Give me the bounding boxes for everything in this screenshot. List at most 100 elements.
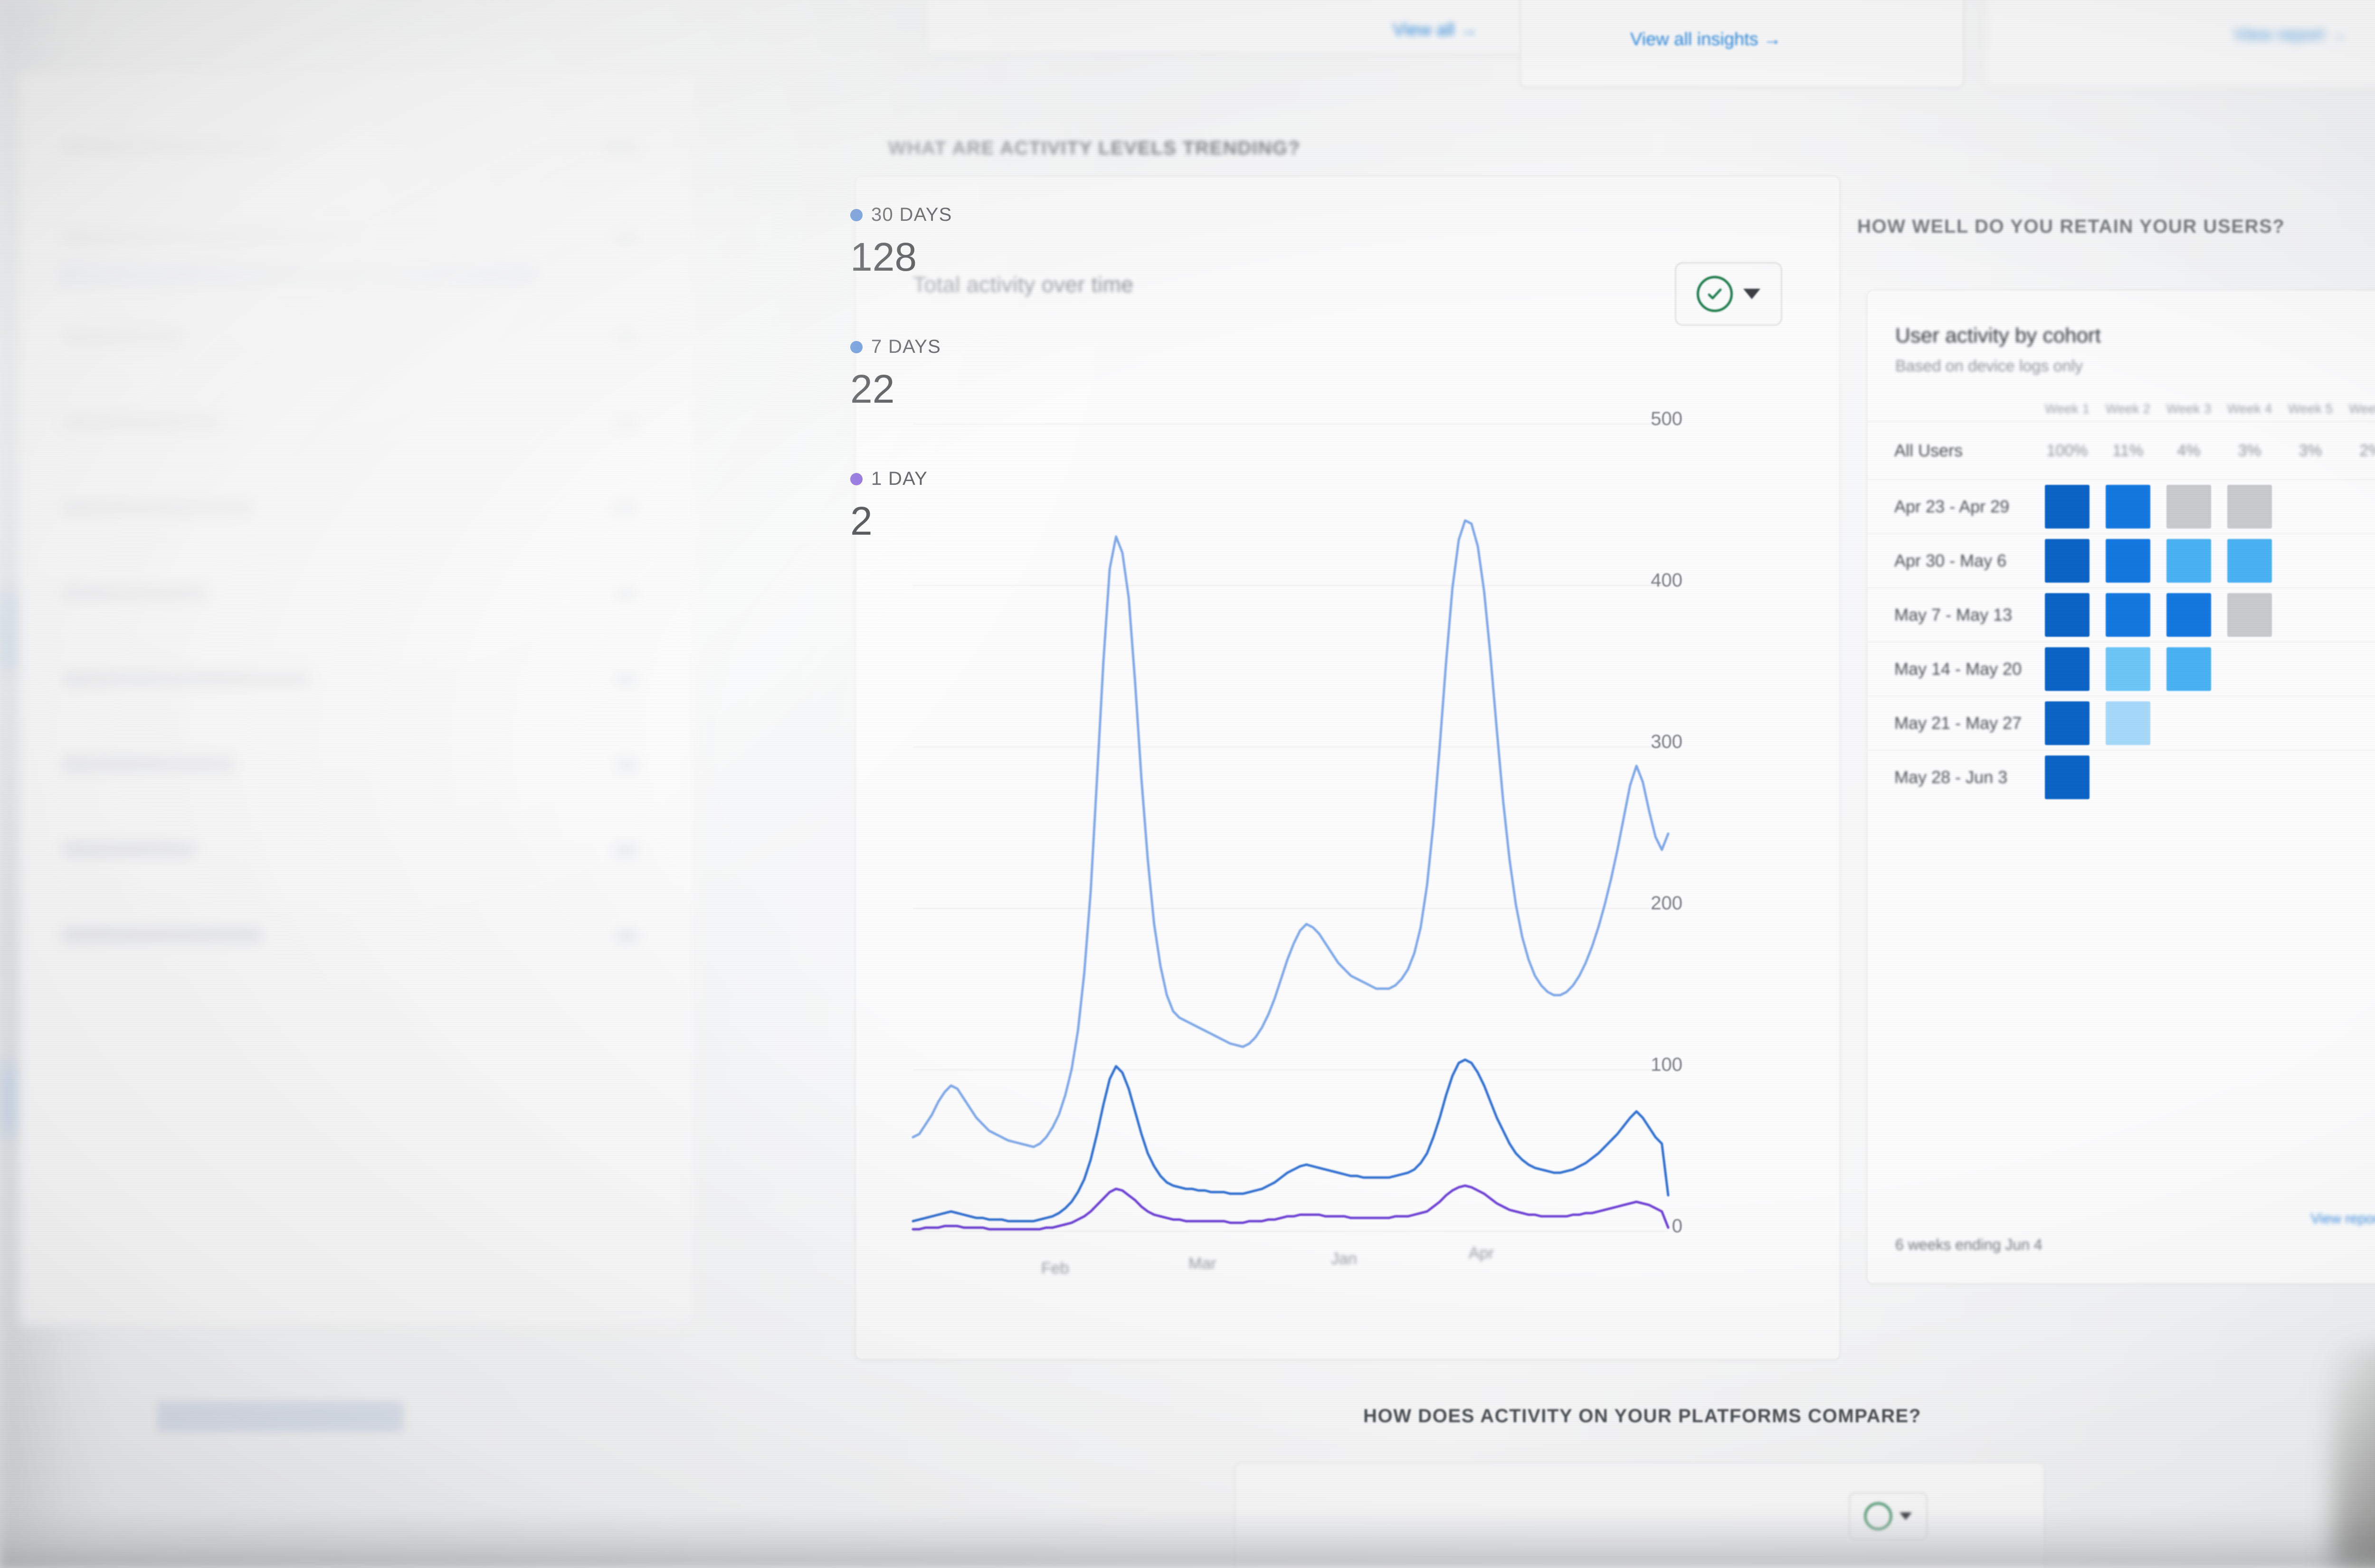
cohort-cell[interactable] <box>2037 593 2098 637</box>
kpi-30-days[interactable]: 30 DAYS 128 <box>850 204 1097 280</box>
x-tick-1: Mar <box>1188 1255 1216 1273</box>
chevron-down-icon[interactable] <box>1743 289 1760 299</box>
top-card-partial-a[interactable]: View all → <box>926 0 1527 54</box>
cohort-swatch <box>2227 485 2272 529</box>
cohort-cell: 11% <box>2112 441 2144 460</box>
kpi-value-7-days: 22 <box>850 367 895 411</box>
cohort-row-label: Apr 30 - May 6 <box>1894 551 2007 570</box>
list-item-value <box>614 844 637 857</box>
list-item-highlight[interactable] <box>58 262 538 288</box>
cohort-col-6: Week 6 <box>2348 401 2375 416</box>
kpi-1-day[interactable]: 1 DAY 2 <box>850 468 1097 544</box>
cohort-swatch <box>2166 485 2211 529</box>
cohort-cell[interactable] <box>2037 647 2098 691</box>
cohort-cell[interactable] <box>2219 485 2280 529</box>
cohort-col-3: Week 3 <box>2166 401 2212 416</box>
cohort-row-label: Apr 23 - Apr 29 <box>1894 497 2010 516</box>
x-tick-2: Jan <box>1331 1250 1357 1268</box>
left-panel-footer-link[interactable] <box>157 1401 404 1432</box>
legend-dot-30-days <box>850 208 863 221</box>
cohort-swatch <box>2045 701 2090 745</box>
gridline <box>913 585 1668 586</box>
cohort-cell[interactable] <box>2098 539 2158 583</box>
list-item-value <box>616 930 637 942</box>
left-metrics-panel[interactable] <box>19 71 695 1327</box>
insights-card[interactable]: View all insights → <box>1520 0 1964 87</box>
cohort-swatch <box>2166 539 2211 583</box>
cohort-footer-link[interactable]: View report → <box>2310 1211 2375 1227</box>
cohort-row-label: May 14 - May 20 <box>1894 659 2022 679</box>
chart-line-30-days <box>913 520 1668 1147</box>
cohort-swatch <box>2227 539 2272 583</box>
list-item-value <box>604 142 637 154</box>
cohort-row: May 14 - May 20 <box>1868 642 2375 696</box>
top-card-a-link[interactable]: View all → <box>1393 20 1478 40</box>
cohort-cell[interactable] <box>2037 539 2098 583</box>
cohort-swatch <box>2045 593 2090 637</box>
cohort-cell: 3% <box>2299 441 2322 460</box>
kpi-label-30-days: 30 DAYS <box>871 204 952 225</box>
list-item[interactable] <box>63 927 262 943</box>
y-tick-0: 0 <box>1672 1216 1682 1237</box>
cohort-subtitle: Based on device logs only <box>1895 357 2083 375</box>
list-item-value <box>614 502 637 515</box>
kpi-value-1-day: 2 <box>850 499 873 543</box>
section-header-platforms: HOW DOES ACTIVITY ON YOUR PLATFORMS COMP… <box>1363 1406 1921 1426</box>
cohort-row-label: May 7 - May 13 <box>1894 605 2013 624</box>
top-card-c-link[interactable]: View report → <box>2233 25 2348 45</box>
cohort-row: May 28 - Jun 3 <box>1868 750 2375 804</box>
list-item[interactable] <box>63 500 253 516</box>
cohort-swatch <box>2106 485 2150 529</box>
list-item[interactable] <box>63 585 205 601</box>
cohort-row-all-users: All Users 100% 11% 4% 3% 3% 2% <box>1868 421 2375 479</box>
legend-dot-1-day <box>850 472 863 485</box>
cohort-cell[interactable] <box>2219 593 2280 637</box>
top-card-partial-c[interactable]: View report → <box>1986 0 2375 87</box>
background-dark-area <box>2332 1345 2375 1568</box>
list-item[interactable] <box>63 671 310 687</box>
gridline <box>913 746 1668 747</box>
list-item-value <box>615 673 637 686</box>
kpi-7-days[interactable]: 7 DAYS 22 <box>850 336 1097 412</box>
cohort-footer: 6 weeks ending Jun 4 <box>1895 1236 2042 1253</box>
list-item[interactable] <box>63 841 196 858</box>
y-tick-300: 300 <box>1651 731 1682 752</box>
cohort-swatch <box>2106 647 2150 691</box>
y-tick-400: 400 <box>1651 570 1682 591</box>
list-item[interactable] <box>63 139 281 155</box>
cohort-swatch <box>2166 647 2211 691</box>
cohort-cell[interactable] <box>2158 647 2219 691</box>
cohort-cell[interactable] <box>2158 593 2219 637</box>
y-tick-100: 100 <box>1651 1054 1682 1075</box>
screen-bezel <box>0 1511 2375 1568</box>
list-item[interactable] <box>63 414 219 430</box>
cohort-cell[interactable] <box>2219 539 2280 583</box>
list-item[interactable] <box>63 756 234 772</box>
cohort-row: Apr 23 - Apr 29 <box>1868 479 2375 533</box>
cohort-cell[interactable] <box>2098 593 2158 637</box>
cohort-row: Apr 30 - May 6 <box>1868 533 2375 587</box>
kpi-value-30-days: 128 <box>850 235 917 279</box>
cohort-cell[interactable] <box>2158 539 2219 583</box>
list-item-value <box>614 232 637 244</box>
cohort-rows: Apr 23 - Apr 29 Apr 30 - May 6 May 7 - May… <box>1868 479 2375 804</box>
section-header-activity: WHAT ARE ACTIVITY LEVELS TRENDING? <box>888 138 1301 159</box>
cohort-col-1: Week 1 <box>2044 401 2090 416</box>
cohort-cell[interactable] <box>2098 647 2158 691</box>
view-all-insights-link[interactable]: View all insights → <box>1630 29 1782 49</box>
cohort-cell[interactable] <box>2037 756 2098 799</box>
chart-status-selector[interactable] <box>1675 262 1782 326</box>
list-item[interactable] <box>63 329 181 345</box>
cohort-cell[interactable] <box>2037 485 2098 529</box>
cohort-cell[interactable] <box>2098 485 2158 529</box>
cohort-cell[interactable] <box>2158 485 2219 529</box>
list-item[interactable] <box>63 229 367 245</box>
cohort-title: User activity by cohort <box>1895 324 2101 347</box>
cohort-cell[interactable] <box>2037 701 2098 745</box>
cohort-cell: 2% <box>2359 441 2375 460</box>
cohort-table-header: Week 1 Week 2 Week 3 Week 4 Week 5 Week … <box>1868 393 2375 421</box>
cohort-cell[interactable] <box>2098 701 2158 745</box>
cohort-col-4: Week 4 <box>2227 401 2272 416</box>
cohort-row-label: All Users <box>1894 441 1963 460</box>
